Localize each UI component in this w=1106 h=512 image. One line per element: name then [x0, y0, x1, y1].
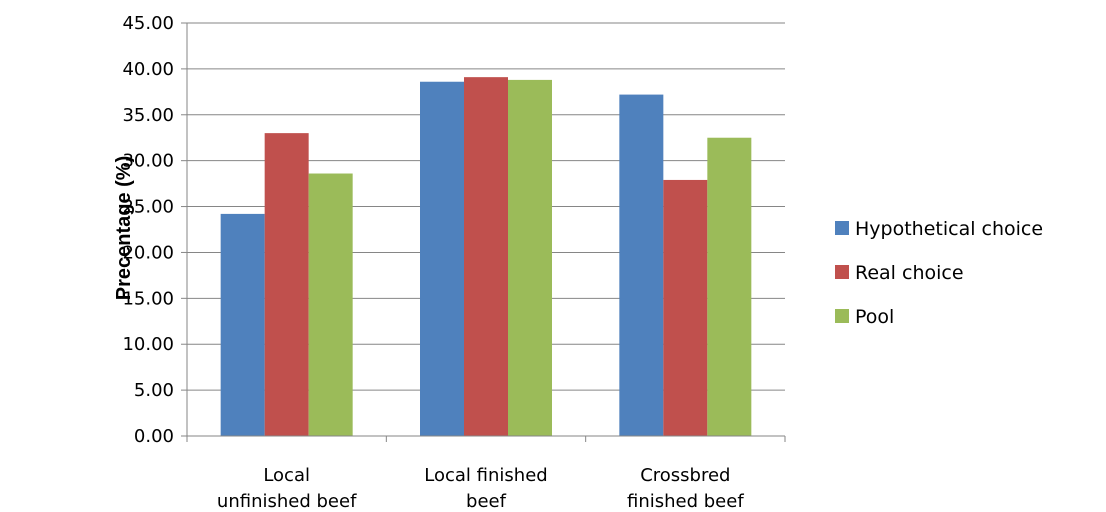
bar-hypothetical-choice-0 [220, 213, 265, 436]
axes [186, 23, 786, 442]
x-category-label: Local [263, 465, 310, 486]
legend-swatch [835, 309, 849, 323]
bar-real-choice-2 [663, 179, 708, 436]
legend-label: Real choice [855, 262, 964, 284]
legend-label: Pool [855, 306, 894, 328]
y-tick-label: 20.00 [122, 242, 174, 263]
legend: Hypothetical choice Real choice Pool [835, 218, 1043, 328]
legend-label: Hypothetical choice [855, 218, 1043, 240]
y-tick-label: 25.00 [122, 197, 174, 218]
y-axis-ticks: 0.00 5.00 10.00 15.00 20.00 25.00 30.00 35.00 40… [122, 13, 187, 447]
x-category-label: Crossbred [640, 465, 730, 486]
y-tick-label: 5.00 [134, 380, 174, 401]
bar-pool-2 [707, 137, 752, 436]
y-tick-label: 0.00 [134, 426, 174, 447]
y-tick-label: 35.00 [122, 105, 174, 126]
y-axis-title: Precentage (%) [113, 156, 135, 301]
x-axis-categories: Local unfinished beef Local finished beef Cr… [217, 465, 744, 512]
bar-real-choice-1 [464, 77, 508, 436]
x-category-label: Local finished [424, 465, 547, 486]
legend-swatch [835, 265, 849, 279]
y-tick-label: 40.00 [122, 59, 174, 80]
x-category-label: finished beef [627, 491, 744, 512]
x-category-label: unfinished beef [217, 491, 357, 512]
y-tick-label: 30.00 [122, 151, 174, 172]
y-tick-label: 10.00 [122, 334, 174, 355]
bar-hypothetical-choice-1 [420, 81, 464, 436]
bars [220, 77, 752, 436]
legend-swatch [835, 221, 849, 235]
bar-real-choice-0 [264, 133, 309, 436]
x-category-label: beef [466, 491, 507, 512]
bar-pool-0 [308, 173, 353, 436]
bar-hypothetical-choice-2 [619, 94, 664, 436]
bar-pool-1 [508, 79, 552, 436]
y-tick-label: 45.00 [122, 13, 174, 34]
y-tick-label: 15.00 [122, 288, 174, 309]
